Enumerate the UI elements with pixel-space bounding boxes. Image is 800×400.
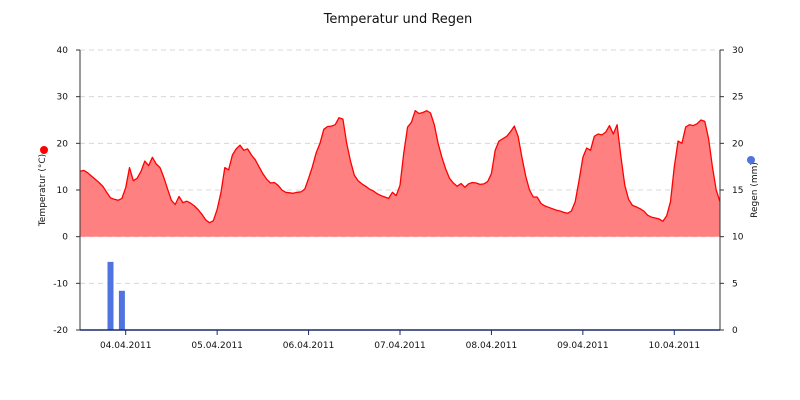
left-axis-ticks: 40 30 20 10 0 -10 -20 — [53, 46, 80, 336]
right-tick-label: 5 — [732, 279, 738, 289]
left-axis-label: Temperatur (°C) — [38, 154, 48, 227]
temperature-line — [79, 110, 721, 224]
temperature-series-marker — [40, 146, 48, 154]
left-tick-label: 0 — [62, 233, 68, 243]
left-axis-label-group: Temperatur (°C) — [38, 154, 48, 227]
rain-bar — [118, 290, 125, 330]
left-tick-label: -20 — [53, 326, 68, 336]
grid-lines — [80, 49, 720, 284]
rain-bar — [107, 261, 114, 330]
right-axis-label-group: Regen (mm) — [750, 162, 760, 218]
right-axis-label: Regen (mm) — [750, 162, 760, 218]
right-axis-ticks: 30 25 20 15 10 5 0 — [720, 46, 744, 336]
right-tick-label: 25 — [732, 93, 743, 103]
x-tick-label: 09.04.2011 — [557, 341, 609, 351]
x-tick-label: 06.04.2011 — [283, 341, 335, 351]
left-tick-label: 20 — [57, 139, 69, 149]
temperature-area — [80, 110, 720, 237]
left-tick-label: 40 — [57, 46, 69, 56]
chart-title: Temperatur und Regen — [323, 12, 473, 27]
right-tick-label: 30 — [732, 46, 744, 56]
rain-series-marker — [747, 156, 755, 164]
plot-area — [79, 110, 721, 330]
x-tick-label: 08.04.2011 — [466, 341, 518, 351]
right-tick-label: 10 — [732, 233, 744, 243]
left-tick-label: 10 — [57, 186, 69, 196]
x-tick-label: 05.04.2011 — [191, 341, 243, 351]
x-axis-ticks: 04.04.2011 05.04.2011 06.04.2011 07.04.2011… — [100, 330, 700, 351]
x-tick-label: 04.04.2011 — [100, 341, 152, 351]
x-tick-label: 10.04.2011 — [649, 341, 701, 351]
right-tick-label: 15 — [732, 186, 743, 196]
left-tick-label: -10 — [53, 279, 68, 289]
right-tick-label: 20 — [732, 139, 744, 149]
x-tick-label: 07.04.2011 — [374, 341, 426, 351]
left-tick-label: 30 — [57, 93, 69, 103]
right-tick-label: 0 — [732, 326, 738, 336]
